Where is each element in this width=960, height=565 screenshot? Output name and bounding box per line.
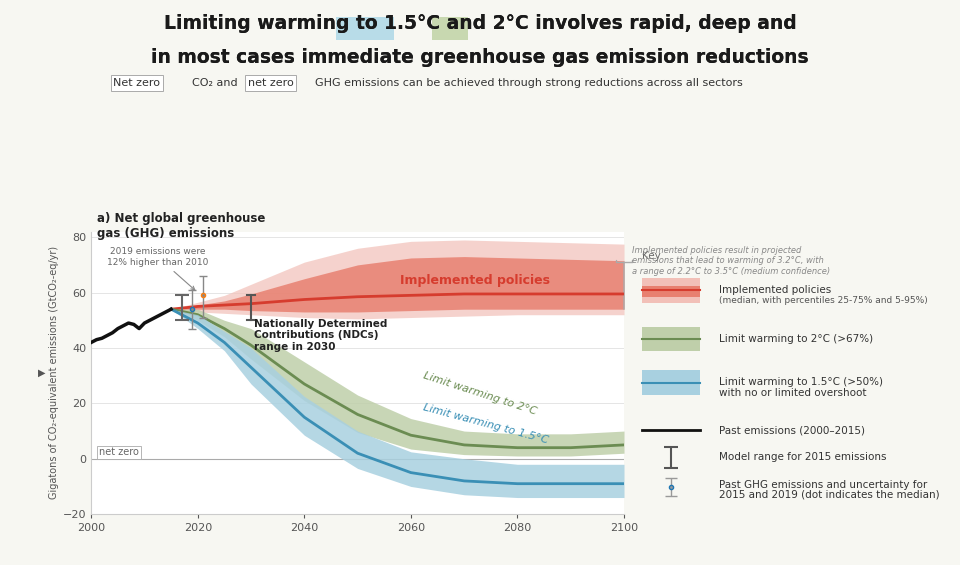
FancyBboxPatch shape (641, 371, 700, 395)
Text: in most cases immediate greenhouse gas emission reductions: in most cases immediate greenhouse gas e… (151, 48, 809, 67)
Text: Limit warming to 2°C: Limit warming to 2°C (421, 370, 538, 416)
Text: a) Net global greenhouse
gas (GHG) emissions: a) Net global greenhouse gas (GHG) emiss… (97, 212, 265, 240)
FancyBboxPatch shape (641, 278, 700, 303)
Text: net zero: net zero (99, 447, 139, 458)
FancyBboxPatch shape (641, 327, 700, 351)
Text: Implemented policies result in projected
emissions that lead to warming of 3.2°C: Implemented policies result in projected… (632, 246, 829, 276)
Text: 2019 emissions were
12% higher than 2010: 2019 emissions were 12% higher than 2010 (108, 247, 208, 290)
Text: GHG emissions can be achieved through strong reductions across all sectors: GHG emissions can be achieved through st… (315, 78, 743, 88)
Text: net zero: net zero (248, 78, 294, 88)
Text: 2015 and 2019 (dot indicates the median): 2015 and 2019 (dot indicates the median) (719, 490, 940, 499)
Text: Limiting warming to 1.5°C and 2°C involves rapid, deep and: Limiting warming to 1.5°C and 2°C involv… (163, 14, 797, 33)
Text: Limiting warming to 1.5°C and 2°C involves rapid, deep and: Limiting warming to 1.5°C and 2°C involv… (163, 14, 797, 33)
Text: CO₂ and: CO₂ and (192, 78, 238, 88)
Y-axis label: Gigatons of CO₂-equivalent emissions (GtCO₂-eq/yr): Gigatons of CO₂-equivalent emissions (Gt… (49, 246, 59, 499)
Text: Past GHG emissions and uncertainty for: Past GHG emissions and uncertainty for (719, 480, 927, 490)
Text: Model range for 2015 emissions: Model range for 2015 emissions (719, 452, 886, 462)
Text: Net zero: Net zero (113, 78, 160, 88)
Text: Limit warming to 1.5°C (>50%): Limit warming to 1.5°C (>50%) (719, 377, 883, 387)
Text: Past emissions (2000–2015): Past emissions (2000–2015) (719, 425, 865, 435)
Text: in most cases immediate greenhouse gas emission reductions: in most cases immediate greenhouse gas e… (151, 48, 809, 67)
FancyBboxPatch shape (641, 285, 700, 297)
Text: (median, with percentiles 25-75% and 5-95%): (median, with percentiles 25-75% and 5-9… (719, 296, 927, 305)
Text: with no or limited overshoot: with no or limited overshoot (719, 388, 866, 398)
Text: Implemented policies: Implemented policies (719, 285, 831, 295)
Text: Key: Key (641, 251, 660, 261)
Text: Limit warming to 2°C (>67%): Limit warming to 2°C (>67%) (719, 334, 873, 344)
Text: Nationally Determined
Contributions (NDCs)
range in 2030: Nationally Determined Contributions (NDC… (253, 319, 387, 352)
Text: ▶: ▶ (38, 368, 46, 378)
Text: Implemented policies: Implemented policies (400, 274, 550, 287)
Text: Limit warming to 1.5°C: Limit warming to 1.5°C (421, 402, 549, 446)
